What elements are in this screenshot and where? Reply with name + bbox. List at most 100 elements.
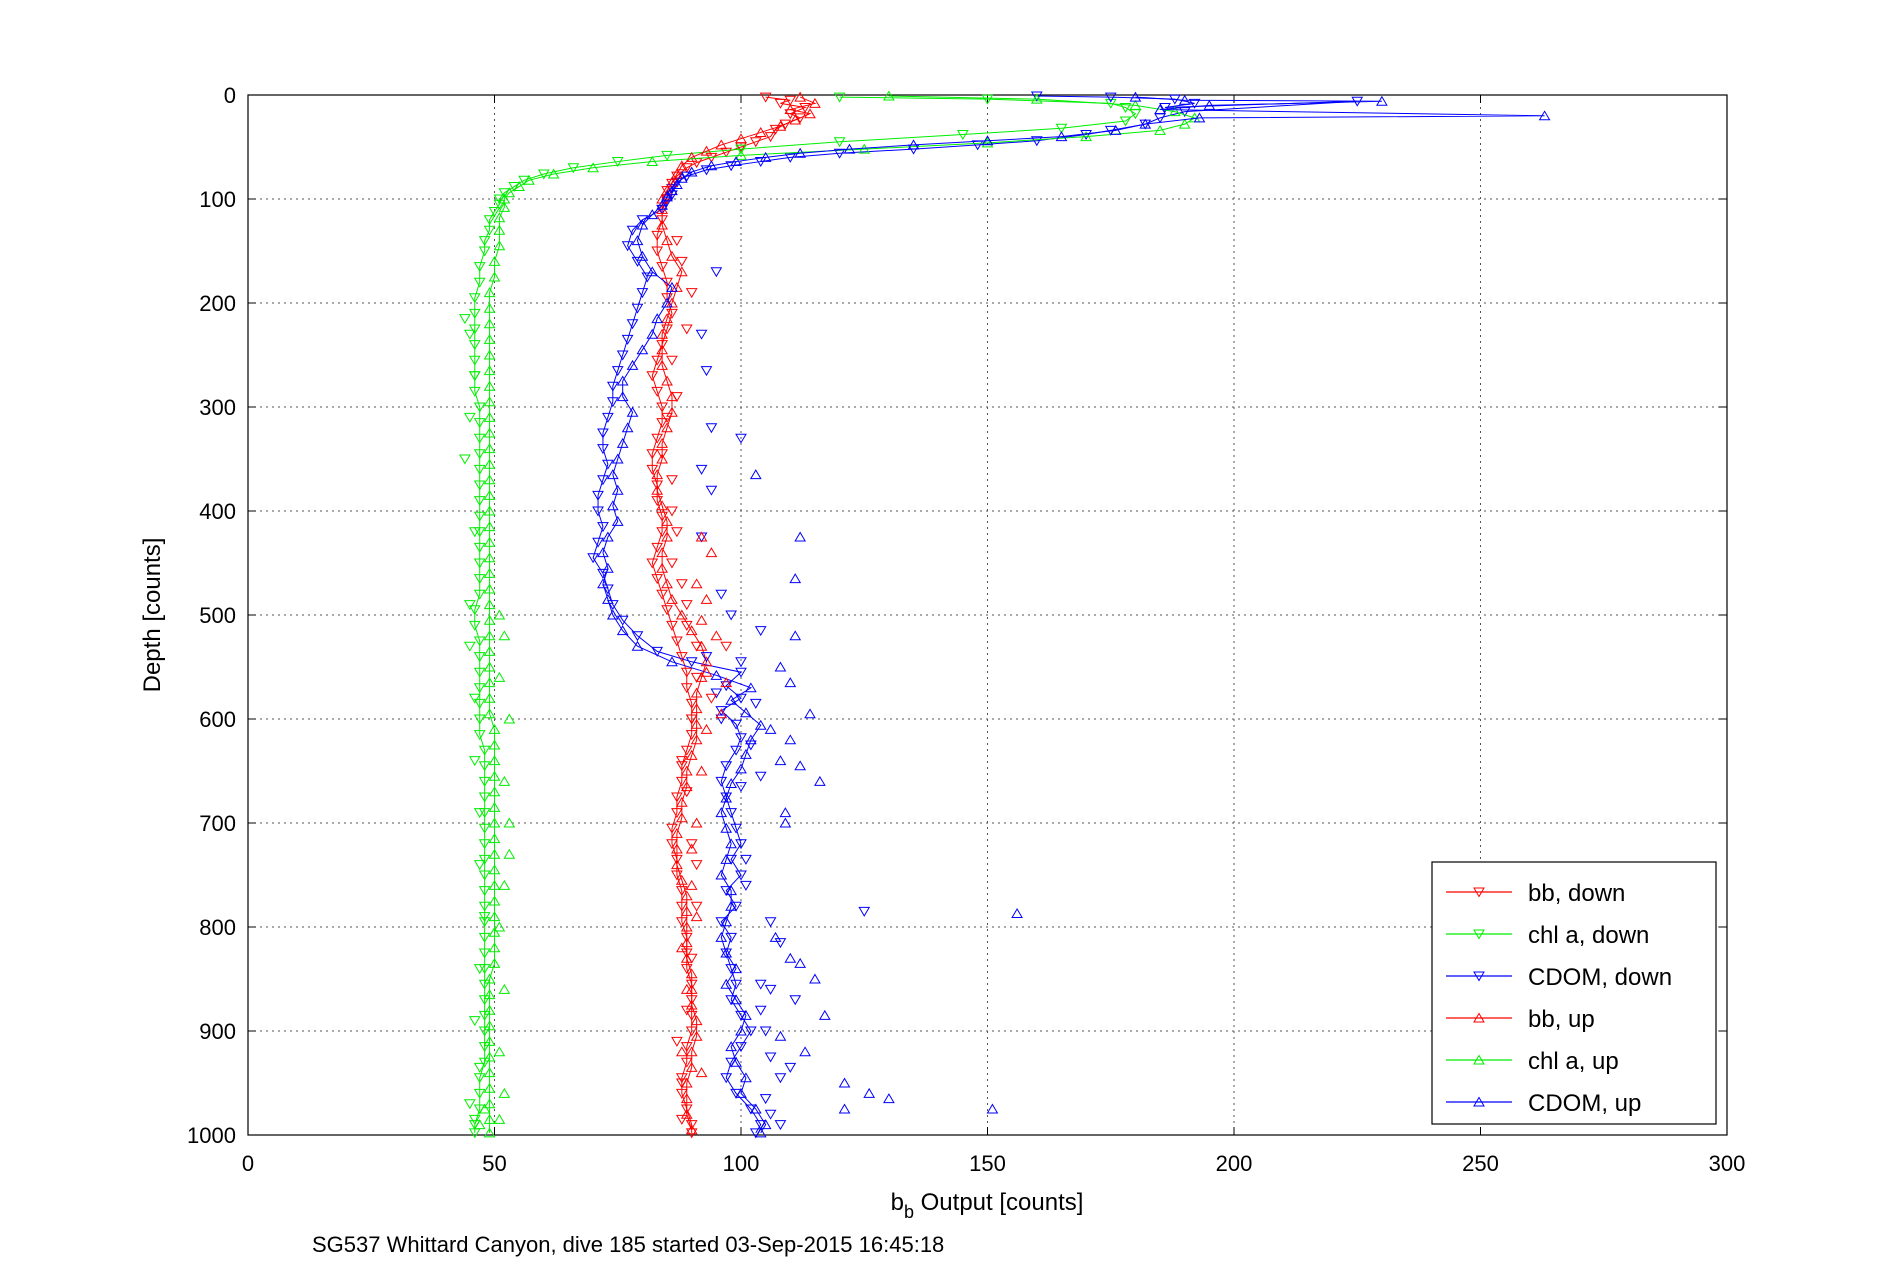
point-1-74	[478, 1042, 491, 1053]
point-3-11	[675, 160, 688, 171]
point-4-19	[493, 212, 506, 223]
point-4-47	[483, 645, 496, 656]
point-1-37	[473, 464, 486, 475]
point-5-41	[611, 484, 624, 495]
extra-point-0-21	[863, 1087, 876, 1098]
point-2-53	[651, 646, 664, 657]
point-4-36	[483, 474, 496, 485]
extra-point-4-8	[493, 921, 506, 932]
point-4-51	[483, 708, 496, 719]
point-4-8	[981, 137, 994, 148]
point-2-49	[602, 584, 614, 595]
point-4-73	[483, 1051, 496, 1062]
point-4-62	[488, 879, 501, 890]
point-2-4	[1159, 102, 1171, 113]
point-2-52	[631, 631, 644, 642]
point-0-50	[680, 683, 693, 694]
point-5-30	[651, 313, 664, 324]
extra-point-0-12	[769, 931, 782, 942]
point-0-74	[680, 1057, 693, 1068]
point-2-41	[602, 459, 614, 470]
point-5-7	[1139, 118, 1152, 129]
series-1	[468, 92, 1142, 1139]
point-2-59	[730, 719, 742, 730]
point-5-61	[725, 777, 738, 788]
point-4-32	[483, 411, 496, 422]
point-2-51	[616, 615, 629, 626]
point-0-22	[651, 246, 664, 257]
point-5-69	[725, 900, 738, 911]
point-3-33	[651, 469, 664, 480]
point-4-78	[483, 1127, 496, 1138]
point-1-53	[473, 714, 486, 725]
extra-point-4-3	[503, 713, 516, 724]
extra-point-3-12	[675, 579, 688, 590]
point-3-4	[789, 114, 802, 125]
scatter-extra-4	[473, 609, 516, 1130]
extra-point-3-26	[675, 1078, 688, 1089]
point-5-20	[666, 185, 678, 196]
point-1-40	[473, 511, 486, 522]
point-1-26	[468, 293, 481, 304]
point-3-34	[651, 484, 664, 495]
y-tick-label-0: 0	[224, 83, 236, 108]
point-0-63	[675, 886, 688, 897]
point-5-25	[631, 235, 644, 246]
series-2	[587, 91, 1364, 1139]
point-3-65	[685, 968, 698, 979]
point-1-58	[478, 792, 491, 803]
data-series	[459, 90, 1551, 1139]
point-5-39	[611, 453, 624, 464]
point-5-21	[661, 191, 673, 202]
point-2-38	[602, 412, 614, 423]
point-5-55	[725, 694, 738, 705]
extra-point-2-3	[700, 593, 713, 604]
point-4-40	[483, 536, 496, 547]
point-1-11	[611, 157, 624, 168]
extra-point-1-2	[700, 366, 713, 377]
point-0-60	[666, 839, 678, 850]
point-3-48	[690, 703, 703, 714]
extra-point-4-5	[503, 817, 516, 828]
point-4-49	[483, 677, 496, 688]
extra-point-0-23	[986, 1103, 999, 1114]
extra-point-2-15	[675, 942, 688, 953]
extra-point-1-8	[754, 626, 767, 637]
point-5-80	[740, 1072, 752, 1083]
extra-point-3-7	[656, 449, 668, 460]
point-1-36	[473, 449, 486, 460]
point-4-71	[483, 1020, 496, 1031]
point-4-6	[1154, 124, 1166, 135]
point-5-17	[685, 166, 698, 177]
point-0-51	[685, 698, 698, 709]
point-4-77	[483, 1113, 496, 1124]
point-1-10	[661, 150, 673, 161]
point-5-40	[606, 469, 619, 480]
extra-point-0-2	[774, 661, 787, 672]
extra-point-3-29	[705, 693, 718, 704]
point-5-74	[720, 978, 733, 989]
extra-point-4-4	[498, 775, 511, 786]
point-2-40	[597, 444, 609, 455]
point-5-71	[715, 931, 728, 942]
legend-entry-1: chl a, down	[1446, 922, 1649, 949]
extra-point-2-1	[705, 547, 718, 558]
extra-point-2-2	[690, 578, 703, 589]
point-5-64	[720, 822, 733, 833]
legend-label-5: CDOM, up	[1528, 1090, 1641, 1117]
extra-point-5-6	[463, 600, 476, 611]
point-0-31	[651, 386, 664, 397]
point-0-35	[646, 449, 659, 460]
extra-point-1-20	[764, 917, 777, 928]
point-3-42	[675, 609, 688, 620]
point-1-42	[473, 542, 486, 553]
point-3-19	[666, 250, 678, 261]
point-1-27	[468, 308, 481, 319]
point-5-82	[749, 1103, 762, 1114]
point-2-30	[636, 288, 649, 299]
point-4-29	[483, 365, 496, 376]
x-tick-label-200: 200	[1216, 1151, 1253, 1176]
point-3-71	[685, 1061, 698, 1072]
point-3-63	[680, 937, 693, 948]
point-3-12	[671, 168, 683, 179]
